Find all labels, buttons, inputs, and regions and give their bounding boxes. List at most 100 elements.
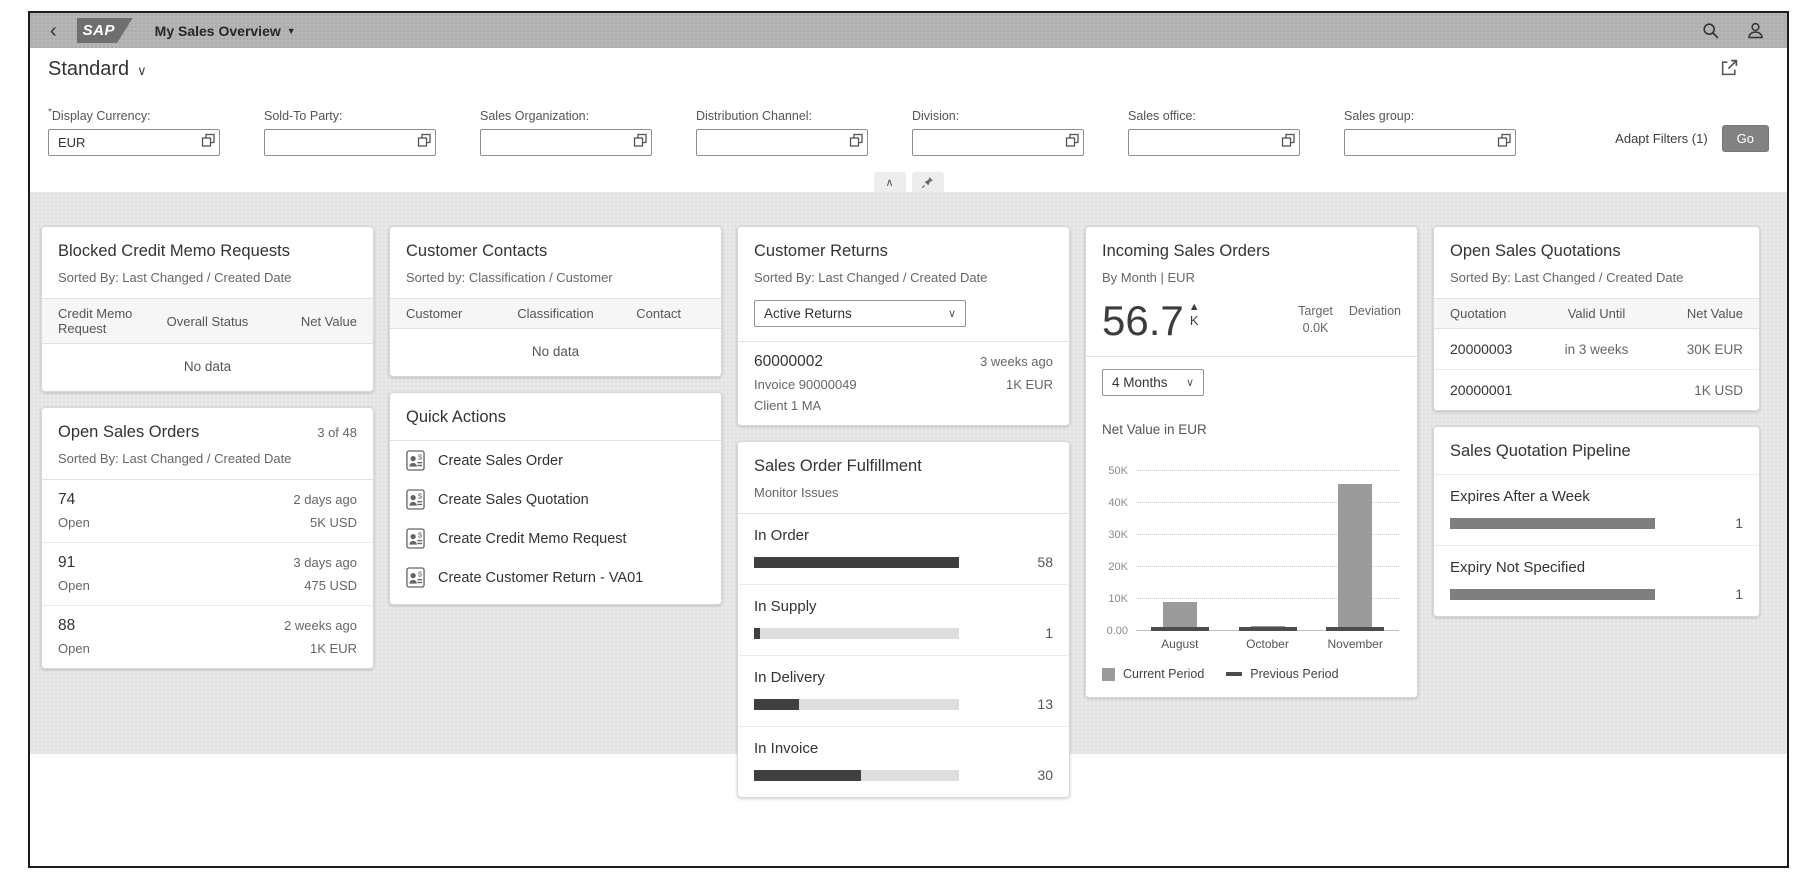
card-title: Open Sales Quotations bbox=[1450, 242, 1621, 261]
card-sales-order-fulfillment[interactable]: Sales Order Fulfillment Monitor Issues I… bbox=[737, 441, 1070, 799]
card-title: Quick Actions bbox=[406, 408, 506, 427]
filter-label: Sold-To Party: bbox=[264, 109, 343, 124]
fulfillment-item-in-supply[interactable]: In Supply 1 bbox=[738, 585, 1069, 657]
fulfillment-item-in-delivery[interactable]: In Delivery 13 bbox=[738, 656, 1069, 728]
trend-up-icon: ▲ bbox=[1188, 301, 1200, 314]
filter-label: Sales office: bbox=[1128, 109, 1196, 124]
filter-field-division: Division: bbox=[912, 107, 1084, 157]
quick-action-create-customer-return[interactable]: $ Create Customer Return - VA01 bbox=[390, 558, 721, 604]
filter-field-display-currency: *Display Currency: bbox=[48, 107, 220, 157]
card-title: Sales Order Fulfillment bbox=[754, 457, 922, 476]
page-title: My Sales Overview bbox=[154, 22, 281, 39]
filter-label: Sales group: bbox=[1344, 109, 1415, 124]
share-button[interactable] bbox=[1720, 58, 1739, 77]
person-icon bbox=[1748, 22, 1763, 39]
pin-filter-bar-button[interactable] bbox=[911, 172, 944, 193]
card-subtitle: Sorted By: Last Changed / Created Date bbox=[58, 270, 292, 286]
profile-button[interactable] bbox=[1746, 21, 1765, 40]
division-input[interactable] bbox=[912, 129, 1084, 157]
progress-bar bbox=[1450, 517, 1655, 529]
card-open-sales-quotations[interactable]: Open Sales Quotations Sorted By: Last Ch… bbox=[1433, 226, 1760, 412]
quotation-row[interactable]: 20000003 in 3 weeks 30K EUR bbox=[1434, 329, 1759, 371]
progress-bar bbox=[754, 556, 959, 568]
fulfillment-item-in-order[interactable]: In Order 58 bbox=[738, 514, 1069, 586]
table-header: Credit Memo Request Overall Status Net V… bbox=[42, 298, 373, 345]
sales-order-row[interactable]: 91 3 days ago Open 475 USD bbox=[42, 543, 373, 607]
value-help-icon[interactable] bbox=[1281, 133, 1296, 148]
filter-label: *Display Currency: bbox=[48, 107, 151, 124]
chevron-down-icon: ∨ bbox=[1185, 377, 1194, 390]
chart-legend: Current Period Previous Period bbox=[1102, 667, 1401, 681]
quotation-row[interactable]: 20000001 1K USD bbox=[1450, 382, 1743, 399]
card-title: Blocked Credit Memo Requests bbox=[58, 242, 291, 261]
filter-field-sales-office: Sales office: bbox=[1128, 107, 1300, 157]
chevron-up-icon: ∧ bbox=[885, 176, 894, 189]
customer-return-row[interactable]: 60000002 3 weeks ago Invoice 90000049 1K E… bbox=[754, 353, 1053, 414]
quick-action-create-credit-memo-request[interactable]: $ Create Credit Memo Request bbox=[390, 519, 721, 558]
card-subtitle: Sorted By: Last Changed / Created Date bbox=[1450, 270, 1684, 286]
fulfillment-item-in-invoice[interactable]: In Invoice 30 bbox=[754, 740, 1053, 784]
legend-dash-previous-period bbox=[1226, 672, 1243, 677]
progress-bar bbox=[1450, 588, 1655, 600]
collapse-filter-bar-button[interactable]: ∧ bbox=[873, 172, 906, 193]
value-help-icon[interactable] bbox=[1497, 133, 1512, 148]
sales-order-row[interactable]: 74 2 days ago Open 5K USD bbox=[42, 480, 373, 544]
card-subtitle: Sorted By: Last Changed / Created Date bbox=[754, 270, 988, 286]
card-incoming-sales-orders[interactable]: Incoming Sales Orders By Month | EUR 56.… bbox=[1085, 226, 1418, 699]
sold-to-party-input[interactable] bbox=[264, 129, 436, 157]
sales-order-row[interactable]: 88 2 weeks ago Open 1K EUR bbox=[58, 617, 357, 657]
returns-filter-select[interactable]: Active Returns ∨ bbox=[754, 300, 966, 328]
sales-office-input[interactable] bbox=[1128, 129, 1300, 157]
quick-action-create-sales-quotation[interactable]: $ Create Sales Quotation bbox=[390, 480, 721, 519]
no-data-text: No data bbox=[531, 344, 580, 360]
sales-document-icon: $ bbox=[406, 450, 425, 471]
value-help-icon[interactable] bbox=[417, 133, 432, 148]
display-currency-input[interactable] bbox=[48, 129, 220, 157]
value-help-icon[interactable] bbox=[633, 133, 648, 148]
incoming-orders-bar-chart: Net Value in EUR 50K 40K 30K 20K 10K 0.0… bbox=[1086, 408, 1417, 681]
card-title: Sales Quotation Pipeline bbox=[1450, 442, 1631, 461]
back-icon: ‹ bbox=[50, 19, 57, 42]
value-help-icon[interactable] bbox=[849, 133, 864, 148]
pipeline-item-expiry-not-specified[interactable]: Expiry Not Specified 1 bbox=[1450, 559, 1743, 603]
chart-bar-october[interactable] bbox=[1224, 453, 1312, 632]
adapt-filters-link[interactable]: Adapt Filters (1) bbox=[1615, 131, 1708, 147]
svg-text:$: $ bbox=[418, 453, 423, 462]
pin-icon bbox=[921, 176, 933, 188]
card-blocked-credit-memo-requests[interactable]: Blocked Credit Memo Requests Sorted By: … bbox=[41, 226, 374, 393]
quick-action-create-sales-order[interactable]: $ Create Sales Order bbox=[390, 441, 721, 480]
kpi-unit: K bbox=[1189, 313, 1199, 329]
card-sales-quotation-pipeline[interactable]: Sales Quotation Pipeline Expires After a… bbox=[1433, 426, 1760, 618]
period-filter-select[interactable]: 4 Months ∨ bbox=[1102, 369, 1204, 397]
deviation-label: Deviation bbox=[1348, 304, 1401, 319]
card-open-sales-orders[interactable]: Open Sales Orders 3 of 48 Sorted By: Las… bbox=[41, 407, 374, 670]
dashboard: Blocked Credit Memo Requests Sorted By: … bbox=[30, 192, 1787, 866]
app-title-menu[interactable]: My Sales Overview ▼ bbox=[155, 23, 296, 39]
card-customer-returns[interactable]: Customer Returns Sorted By: Last Changed… bbox=[737, 226, 1070, 427]
filter-field-sales-organization: Sales Organization: bbox=[480, 107, 652, 157]
no-data-text: No data bbox=[183, 359, 232, 375]
value-help-icon[interactable] bbox=[1065, 133, 1080, 148]
target-value: 0.0K bbox=[1302, 321, 1329, 336]
card-customer-contacts[interactable]: Customer Contacts Sorted by: Classificat… bbox=[389, 226, 722, 378]
sales-group-input[interactable] bbox=[1344, 129, 1516, 157]
value-help-icon[interactable] bbox=[201, 133, 216, 148]
sales-document-icon: $ bbox=[406, 528, 425, 549]
back-button[interactable]: ‹ bbox=[44, 21, 63, 41]
chart-bar-august[interactable] bbox=[1136, 453, 1224, 632]
card-title: Customer Contacts bbox=[406, 242, 548, 261]
filter-label: Distribution Channel: bbox=[696, 109, 813, 124]
pipeline-item-expires-after-a-week[interactable]: Expires After a Week 1 bbox=[1434, 474, 1759, 547]
chart-x-axis: August October November bbox=[1161, 637, 1383, 652]
card-subtitle: Sorted By: Last Changed / Created Date bbox=[58, 451, 292, 467]
progress-bar bbox=[754, 698, 959, 710]
variant-selector[interactable]: Standard ∨ bbox=[48, 58, 147, 81]
variant-name: Standard bbox=[48, 58, 130, 80]
go-button[interactable]: Go bbox=[1721, 125, 1769, 153]
kpi-value: 56.7 bbox=[1102, 297, 1184, 345]
distribution-channel-input[interactable] bbox=[696, 129, 868, 157]
progress-bar bbox=[754, 627, 959, 639]
search-button[interactable] bbox=[1702, 22, 1720, 40]
chart-bar-november[interactable] bbox=[1311, 453, 1399, 632]
sales-organization-input[interactable] bbox=[480, 129, 652, 157]
